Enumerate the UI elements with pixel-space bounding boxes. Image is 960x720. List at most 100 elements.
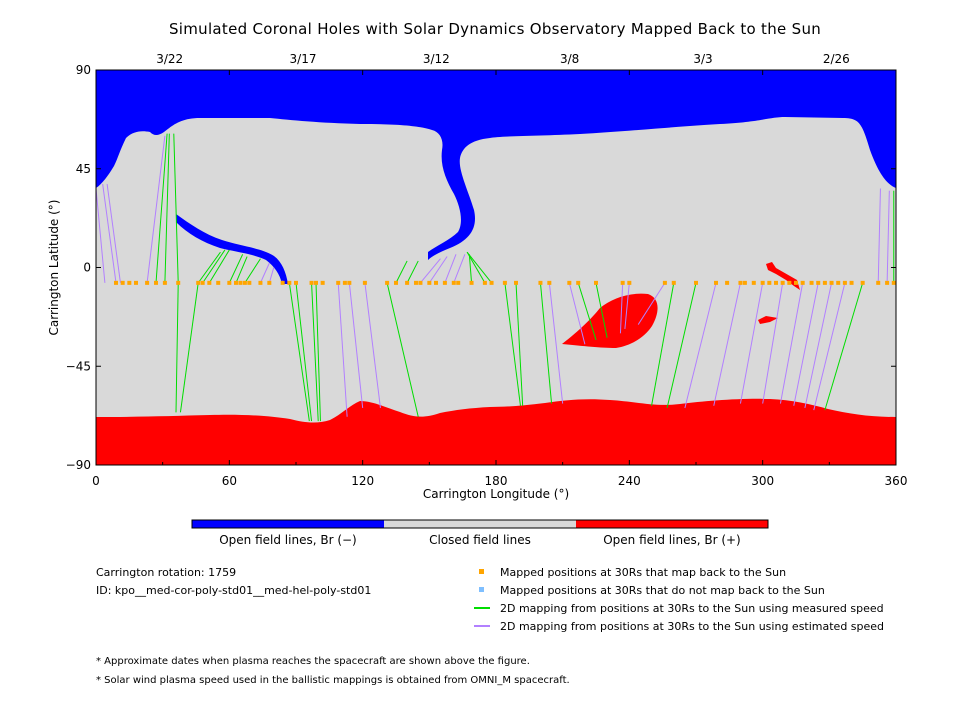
mapped-point <box>482 280 487 285</box>
field-line-measured <box>468 254 473 283</box>
mapped-point <box>309 280 314 285</box>
mapped-point <box>860 280 865 285</box>
field-line-measured <box>824 282 864 411</box>
field-line-estimated <box>713 282 741 406</box>
y-tick-label: 45 <box>76 162 91 176</box>
field-line-measured <box>235 256 248 284</box>
mapped-point <box>694 280 698 285</box>
legend-marker-mapped-not <box>479 587 484 592</box>
note-speed-source: * Solar wind plasma speed used in the ba… <box>96 675 570 686</box>
colorbar-frame <box>191 519 769 529</box>
mapped-point <box>242 280 247 285</box>
field-line-estimated <box>624 282 630 329</box>
colorbar-label-closed: Closed field lines <box>429 533 531 547</box>
field-line-estimated <box>96 188 106 283</box>
field-line-estimated <box>444 254 457 284</box>
mapped-point <box>200 280 205 285</box>
mapped-point <box>120 280 125 285</box>
field-line-measured <box>288 282 310 422</box>
mapped-point <box>822 280 827 285</box>
mapped-point <box>885 280 890 285</box>
axes: 0 60 120 180 240 300 360 90 45 0 −45 −90 3/22 3/17 3/1… <box>47 52 907 501</box>
mapped-point <box>794 280 798 285</box>
field-line-measured <box>244 258 261 284</box>
mapped-point <box>725 280 730 285</box>
mapped-point <box>547 280 552 285</box>
legend-mapped-ok: Mapped positions at 30Rs that map back t… <box>500 566 787 579</box>
top-date-label: 3/8 <box>560 52 579 66</box>
mapped-point <box>258 280 263 285</box>
mapped-point <box>774 280 778 285</box>
field-line-measured <box>164 133 170 283</box>
field-line-estimated <box>268 267 275 284</box>
mapped-point <box>760 280 765 285</box>
mapped-point <box>842 280 847 285</box>
mapped-point <box>114 280 118 285</box>
top-date-label: 3/17 <box>290 52 317 66</box>
mapped-point <box>227 280 232 285</box>
mapped-point <box>780 280 785 285</box>
mapped-point <box>836 280 841 285</box>
field-line-measured <box>539 282 553 404</box>
mapped-point <box>567 280 572 285</box>
colorbar-open-positive <box>576 520 768 528</box>
field-line-estimated <box>348 282 364 408</box>
mapped-point <box>767 280 772 285</box>
mapped-point <box>238 280 243 285</box>
mapped-point <box>385 280 390 285</box>
field-line-estimated <box>428 256 448 284</box>
field-line-estimated <box>804 282 833 409</box>
mapped-point <box>742 280 747 285</box>
field-line-estimated <box>779 282 804 404</box>
x-tick-label: 360 <box>885 474 908 488</box>
field-line-measured <box>504 282 521 406</box>
field-line-measured <box>577 282 597 341</box>
field-line-estimated <box>146 135 166 283</box>
mapped-point <box>714 280 718 285</box>
mapped-point <box>267 280 272 285</box>
field-line-measured <box>173 133 179 283</box>
y-tick-label: 90 <box>76 63 91 77</box>
legend-marker-mapped-ok <box>479 569 484 574</box>
field-line-estimated <box>453 254 466 284</box>
positive-patch-2 <box>758 316 778 324</box>
top-date-label: 2/26 <box>823 52 850 66</box>
mapped-point <box>234 280 238 285</box>
mapped-point <box>347 280 352 285</box>
mapped-point <box>294 280 298 285</box>
mapped-point <box>418 280 423 285</box>
colorbar-label-open-negative: Open field lines, Br (−) <box>219 533 357 547</box>
mapped-point <box>514 280 518 285</box>
field-line-measured <box>515 282 524 406</box>
mapped-point <box>876 280 881 285</box>
field-line-estimated <box>337 282 348 417</box>
mapped-point <box>816 280 821 285</box>
mapped-point <box>829 280 834 285</box>
field-line-estimated <box>793 282 819 406</box>
y-tick-label: −45 <box>66 359 91 373</box>
field-line-estimated <box>259 262 270 284</box>
field-line-estimated <box>886 190 890 283</box>
model-id: ID: kpo__med-cor-poly-std01__med-hel-pol… <box>96 584 372 597</box>
x-tick-label: 300 <box>751 474 774 488</box>
x-tick-label: 120 <box>351 474 374 488</box>
colorbar-open-negative <box>192 520 384 528</box>
field-line-measured <box>197 251 221 284</box>
mapped-point <box>442 280 447 285</box>
mapped-point <box>405 280 410 285</box>
field-line-measured <box>202 249 226 284</box>
colorbar-closed <box>384 520 576 528</box>
mapped-point <box>127 280 132 285</box>
mapped-point <box>162 280 167 285</box>
mapped-point <box>751 280 756 285</box>
field-line-measured <box>155 133 168 283</box>
mapped-point <box>662 280 667 285</box>
legend-estimated-speed: 2D mapping from positions at 30Rs to the… <box>500 620 885 633</box>
mapped-point <box>434 280 438 285</box>
field-line-estimated <box>364 282 381 409</box>
field-line-measured <box>395 260 408 284</box>
mapped-point <box>469 280 474 285</box>
field-line-estimated <box>813 282 846 411</box>
positive-equatorial-hole <box>562 293 658 348</box>
mapped-point <box>314 280 318 285</box>
